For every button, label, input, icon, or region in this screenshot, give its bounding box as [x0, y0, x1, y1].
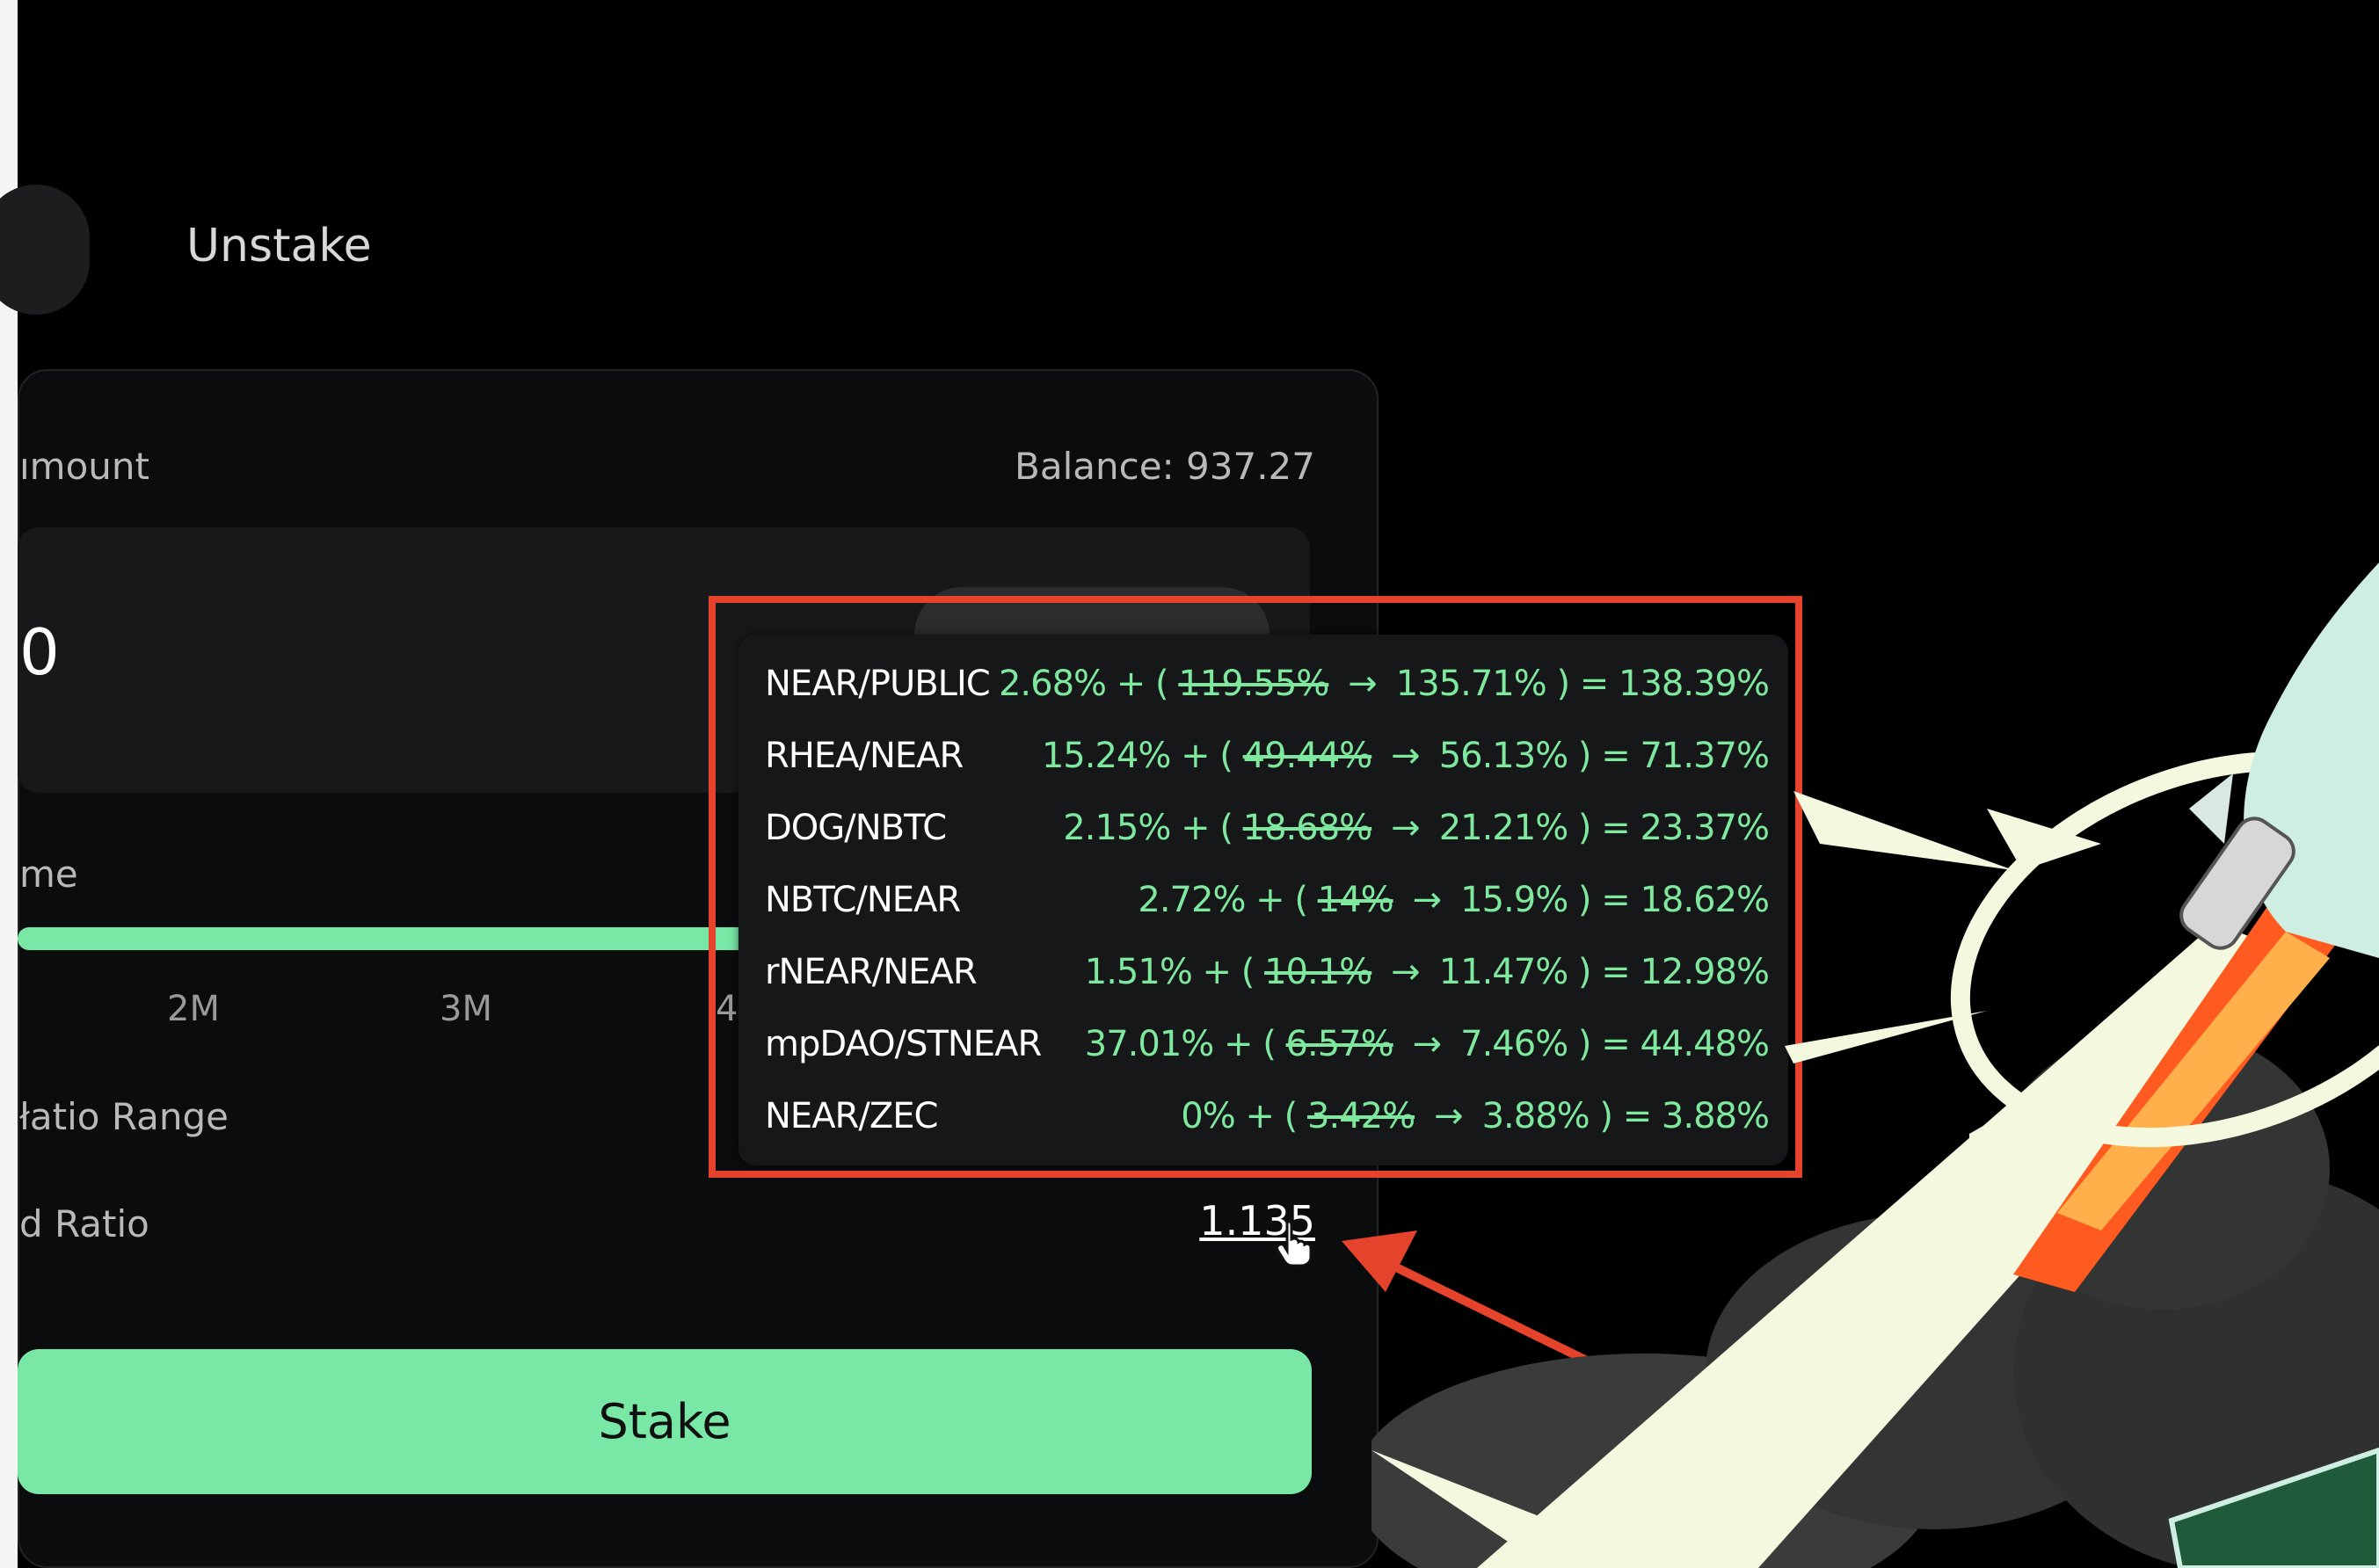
tooltip-row: rNEAR/NEAR 1.51% + ( 10.1% → 11.47% ) = 12… [765, 940, 1770, 1005]
old-boost-apr: 3.42% [1307, 1096, 1415, 1136]
tooltip-row: mpDAO/STNEAR 37.01% + ( 6.57% → 7.46% ) = … [765, 1012, 1770, 1077]
stake-button[interactable]: Stake [18, 1349, 1312, 1494]
pool-apr-breakdown: 15.24% + ( 49.44% → 56.13% ) = 71.37% [1041, 736, 1770, 776]
pool-apr-breakdown: 2.72% + ( 14% → 15.9% ) = 18.62% [1138, 880, 1770, 920]
pool-pair-name: NEAR/PUBLIC [765, 664, 991, 704]
arrow-right-icon: → [1434, 1096, 1464, 1136]
base-apr: 1.51% + ( [1084, 952, 1255, 992]
pool-apr-breakdown: 0% + ( 3.42% → 3.88% ) = 3.88% [1181, 1096, 1770, 1136]
lock-time-label: me [19, 853, 78, 896]
base-apr: 15.24% + ( [1041, 736, 1233, 776]
pool-pair-name: RHEA/NEAR [765, 736, 964, 776]
reward-ratio-value[interactable]: 1.135 [1199, 1197, 1315, 1245]
new-total-apr: 21.21% ) = 23.37% [1438, 808, 1770, 848]
base-apr: 2.68% + ( [998, 664, 1169, 704]
arrow-right-icon: → [1412, 880, 1443, 920]
new-total-apr: 7.46% ) = 44.48% [1460, 1024, 1770, 1064]
apr-breakdown-tooltip: NEAR/PUBLIC 2.68% + ( 119.55% → 135.71% ) … [738, 635, 1788, 1165]
slider-tick-4m: 4 [716, 989, 738, 1029]
annotation-highlight-box [709, 596, 1802, 1178]
new-total-apr: 135.71% ) = 138.39% [1395, 664, 1770, 704]
new-total-apr: 56.13% ) = 71.37% [1438, 736, 1770, 776]
amount-label: ımount [19, 445, 149, 488]
slider-tick-2m: 2M [167, 989, 220, 1029]
old-boost-apr: 14% [1317, 880, 1394, 920]
base-apr: 0% + ( [1181, 1096, 1298, 1136]
old-boost-apr: 119.55% [1178, 664, 1329, 704]
amount-input-value[interactable]: 0 [19, 615, 60, 689]
pool-apr-breakdown: 2.15% + ( 18.68% → 21.21% ) = 23.37% [1063, 808, 1770, 848]
tooltip-row: NBTC/NEAR 2.72% + ( 14% → 15.9% ) = 18.62% [765, 867, 1770, 933]
pool-pair-name: NEAR/ZEC [765, 1096, 938, 1136]
tab-stake-pill[interactable] [0, 185, 90, 315]
reward-ratio-label: d Ratio [19, 1202, 149, 1245]
new-total-apr: 3.88% ) = 3.88% [1481, 1096, 1770, 1136]
pool-apr-breakdown: 1.51% + ( 10.1% → 11.47% ) = 12.98% [1084, 952, 1770, 992]
arrow-right-icon: → [1412, 1024, 1443, 1064]
base-apr: 37.01% + ( [1084, 1024, 1277, 1064]
tab-unstake[interactable]: Unstake [186, 220, 372, 272]
ratio-range-label: łatio Range [19, 1095, 229, 1138]
pool-pair-name: DOG/NBTC [765, 808, 947, 848]
hand-pointer-icon [1276, 1218, 1313, 1267]
pool-pair-name: NBTC/NEAR [765, 880, 961, 920]
tooltip-row: NEAR/PUBLIC 2.68% + ( 119.55% → 135.71% ) … [765, 651, 1770, 716]
old-boost-apr: 6.57% [1285, 1024, 1394, 1064]
pool-apr-breakdown: 2.68% + ( 119.55% → 135.71% ) = 138.39% [998, 664, 1770, 704]
arrow-right-icon: → [1391, 736, 1421, 776]
arrow-right-icon: → [1391, 808, 1421, 848]
pool-apr-breakdown: 37.01% + ( 6.57% → 7.46% ) = 44.48% [1084, 1024, 1770, 1064]
base-apr: 2.15% + ( [1063, 808, 1233, 848]
new-total-apr: 11.47% ) = 12.98% [1438, 952, 1770, 992]
new-total-apr: 15.9% ) = 18.62% [1460, 880, 1770, 920]
pool-pair-name: rNEAR/NEAR [765, 952, 978, 992]
balance-display: Balance: 937.27 [1015, 445, 1315, 488]
arrow-right-icon: → [1391, 952, 1421, 992]
old-boost-apr: 10.1% [1264, 952, 1372, 992]
tooltip-row: DOG/NBTC 2.15% + ( 18.68% → 21.21% ) = 23.… [765, 795, 1770, 860]
base-apr: 2.72% + ( [1138, 880, 1308, 920]
pool-pair-name: mpDAO/STNEAR [765, 1024, 1042, 1064]
slider-tick-3m: 3M [440, 989, 492, 1029]
tooltip-row: NEAR/ZEC 0% + ( 3.42% → 3.88% ) = 3.88% [765, 1084, 1770, 1149]
old-boost-apr: 18.68% [1242, 808, 1373, 848]
left-crop-edge [0, 0, 18, 1568]
tooltip-row: RHEA/NEAR 15.24% + ( 49.44% → 56.13% ) = 7… [765, 723, 1770, 788]
arrow-right-icon: → [1348, 664, 1378, 704]
old-boost-apr: 49.44% [1242, 736, 1373, 776]
rocket-illustration [1371, 563, 2379, 1568]
